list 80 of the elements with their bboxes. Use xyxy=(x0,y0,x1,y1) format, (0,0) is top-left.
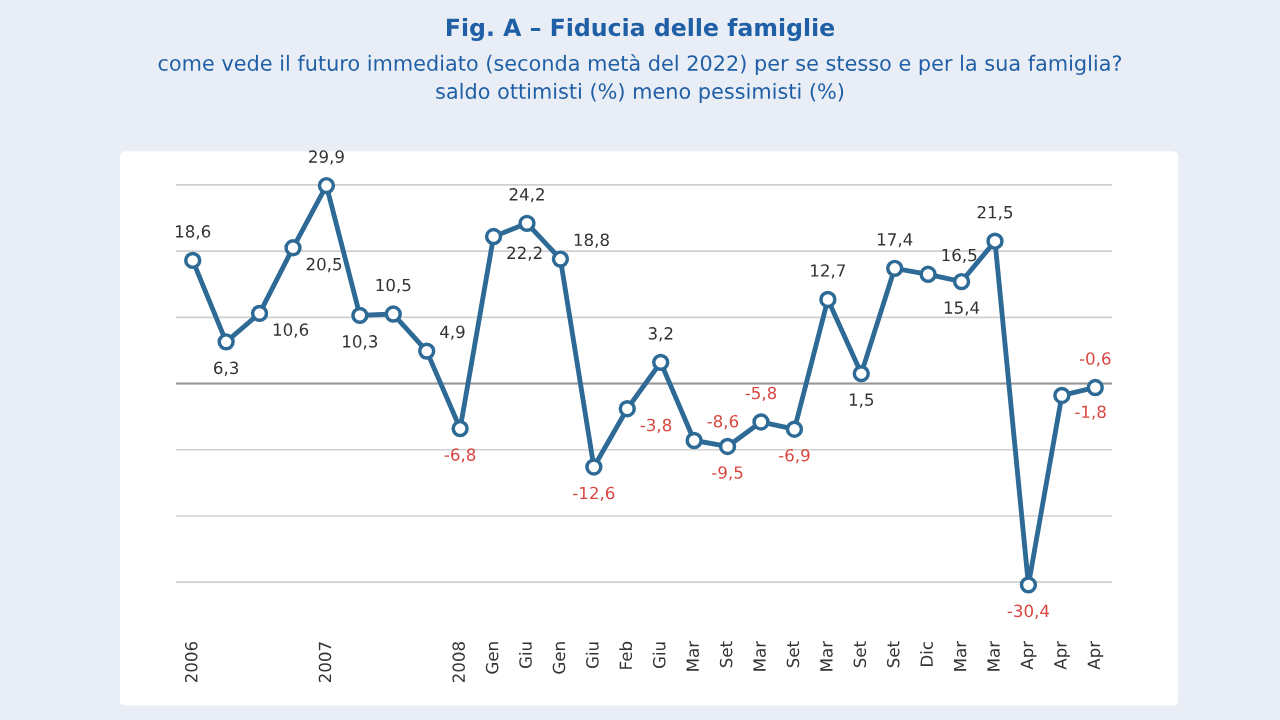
data-label: 6,3 xyxy=(214,361,239,376)
point xyxy=(685,431,703,450)
data-label: -3,8 xyxy=(640,418,672,434)
data-label: 21,5 xyxy=(977,205,1013,221)
point xyxy=(952,272,971,291)
x-tick-label: Giu xyxy=(585,642,599,669)
data-label: -5,8 xyxy=(745,386,777,401)
x-tick-label: Gen xyxy=(485,642,499,674)
x-tick-label: Apr xyxy=(1087,640,1104,670)
data-label: 12,7 xyxy=(811,264,845,279)
point xyxy=(451,419,469,438)
x-tick-label: Apr xyxy=(1020,640,1037,670)
data-label: 15,4 xyxy=(944,301,980,316)
point xyxy=(785,420,804,438)
point xyxy=(919,265,937,283)
x-tick-label: Dic xyxy=(920,641,933,666)
point xyxy=(718,437,737,456)
data-label: -12,6 xyxy=(573,486,615,502)
x-tick-label: Set xyxy=(719,641,733,668)
data-label: 20,5 xyxy=(306,257,342,273)
point xyxy=(384,305,402,323)
x-tick-label: Set xyxy=(886,641,900,668)
x-tick-label: Apr xyxy=(1054,640,1070,670)
x-tick-label: Giu xyxy=(518,642,532,669)
point xyxy=(551,250,570,268)
point xyxy=(986,232,1004,250)
x-tick-label: 2006 xyxy=(184,641,198,683)
point xyxy=(618,400,636,418)
data-label: -6,8 xyxy=(444,448,476,463)
data-label: 22,2 xyxy=(507,246,542,261)
x-tick-label: Feb xyxy=(619,641,633,669)
point xyxy=(585,458,603,476)
data-label: 4,9 xyxy=(440,325,465,340)
x-tick-label: Mar xyxy=(987,640,1000,671)
x-tick-label: Mar xyxy=(820,640,833,671)
x-tick-label: 2008 xyxy=(452,642,465,683)
data-label: 18,6 xyxy=(175,225,211,240)
point xyxy=(652,353,670,372)
data-label: -0,6 xyxy=(1079,352,1111,367)
point xyxy=(1086,378,1104,397)
point xyxy=(819,290,837,309)
data-label: 10,5 xyxy=(376,278,411,294)
chart-subtitle: come vede il futuro immediato (seconda metà del 2022) per se stesso e per la sua famiglia? saldo ottimisti (%) meno pessimisti (%) xyxy=(158,54,1122,104)
point xyxy=(217,333,235,351)
data-label: 10,6 xyxy=(273,323,309,338)
point xyxy=(250,304,269,323)
data-label: -8,6 xyxy=(707,414,739,430)
x-tick-label: Mar xyxy=(954,640,967,671)
point xyxy=(317,176,336,195)
data-label: 16,5 xyxy=(942,248,977,264)
data-label: -1,8 xyxy=(1075,405,1106,420)
point xyxy=(284,239,302,257)
point xyxy=(418,342,436,360)
point xyxy=(484,227,503,246)
data-label: 29,9 xyxy=(309,150,344,165)
x-tick-label: 2007 xyxy=(318,642,332,683)
point xyxy=(518,214,536,232)
point xyxy=(1053,386,1071,405)
x-tick-label: Gen xyxy=(552,642,566,674)
point xyxy=(852,364,870,383)
x-tick-label: Mar xyxy=(753,640,766,671)
data-label: 24,2 xyxy=(509,188,544,203)
point xyxy=(1019,576,1038,594)
chart-title: Fig. A – Fiducia delle famiglie xyxy=(446,18,835,42)
data-label: 18,8 xyxy=(574,233,609,248)
data-label: 10,3 xyxy=(343,335,378,350)
point xyxy=(886,259,904,278)
data-label: -6,9 xyxy=(778,448,810,464)
x-tick-label: Set xyxy=(853,641,867,668)
x-tick-label: Set xyxy=(786,641,800,668)
x-tick-label: Mar xyxy=(686,640,699,671)
data-label: 3,2 xyxy=(648,327,673,342)
x-tick-label: Giu xyxy=(652,642,666,669)
data-label: 17,4 xyxy=(877,233,913,248)
data-label: -9,5 xyxy=(712,466,743,481)
point xyxy=(184,251,202,270)
point xyxy=(752,413,770,431)
data-label: 1,5 xyxy=(849,393,874,408)
point xyxy=(351,306,369,325)
data-label: -30,4 xyxy=(1007,604,1050,619)
